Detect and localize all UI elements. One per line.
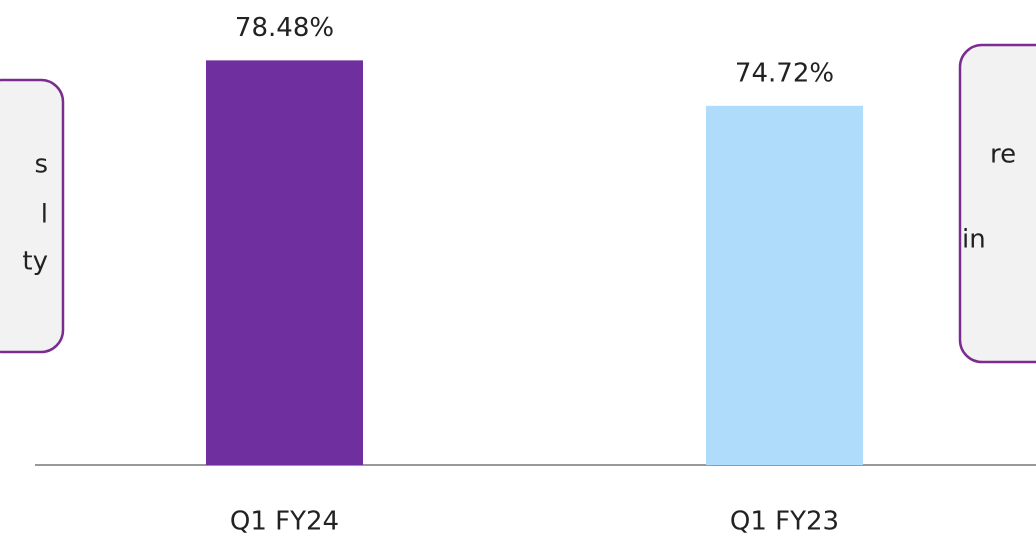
bar — [706, 105, 863, 466]
x-tick-label: Q1 FY23 — [730, 507, 839, 537]
annotation-box — [0, 78, 65, 354]
value-label: 78.48% — [235, 13, 334, 43]
bar — [206, 60, 363, 465]
annotation-text: in — [962, 225, 986, 255]
annotation-text: s — [34, 150, 48, 180]
x-tick-label: Q1 FY24 — [230, 507, 339, 537]
annotation-text: re — [990, 140, 1016, 170]
annotation-box — [958, 43, 1036, 364]
value-label: 74.72% — [735, 58, 834, 88]
annotation-text: l — [41, 200, 48, 230]
annotation-text: ty — [22, 247, 48, 277]
